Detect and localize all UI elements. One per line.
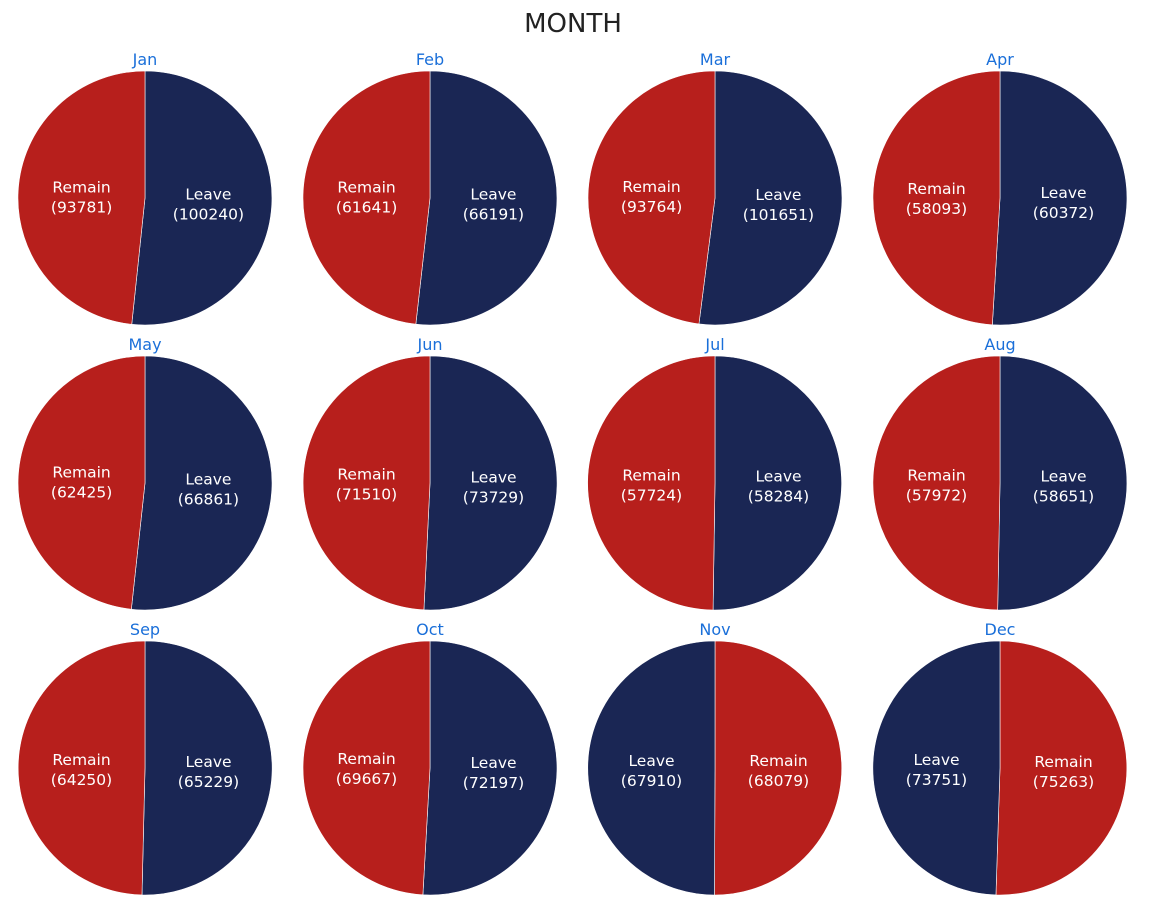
pie-slice-remain (587, 70, 716, 325)
pie-slice-leave (131, 70, 273, 326)
slice-value-label: (64250) (51, 771, 112, 789)
pie-slice-leave (415, 70, 558, 326)
pie-chart-sep: Sep Leave (65229) Remain (64250) (17, 620, 273, 896)
pie-slice-remain (872, 355, 1001, 611)
pie-title: Apr (986, 50, 1014, 69)
slice-label: Remain (907, 466, 965, 484)
slice-label: Remain (52, 179, 110, 197)
pie-chart-may: May Leave (66861) Remain (62425) (17, 335, 273, 611)
pie-title: Nov (699, 620, 730, 639)
pie-slice-leave (587, 640, 716, 896)
slice-label: Leave (913, 751, 959, 769)
slice-value-label: (62425) (51, 484, 112, 502)
slice-label: Remain (337, 466, 395, 484)
slice-value-label: (58651) (1033, 488, 1094, 506)
slice-label: Leave (185, 470, 231, 488)
pie-slice-remain (302, 70, 431, 325)
slice-label: Leave (470, 754, 516, 772)
pie-chart-jul: Jul Leave (58284) Remain (57724) (587, 335, 842, 611)
slice-value-label: (65229) (178, 773, 239, 791)
slice-value-label: (75263) (1033, 773, 1094, 791)
pie-slice-remain (587, 355, 716, 611)
slice-value-label: (93781) (51, 199, 112, 217)
pie-slice-remain (995, 640, 1128, 896)
pie-title: Jun (417, 335, 443, 354)
pie-title: May (128, 335, 161, 354)
slice-label: Remain (337, 179, 395, 197)
slice-value-label: (72197) (463, 774, 524, 792)
pie-title: Oct (416, 620, 444, 639)
slice-label: Remain (907, 180, 965, 198)
slice-label: Leave (185, 185, 231, 203)
pie-slice-remain (17, 640, 146, 896)
slice-value-label: (57972) (906, 486, 967, 504)
pie-charts-group: Jan Leave (100240) Remain (93781) Feb Leave (66… (17, 50, 1128, 896)
slice-label: Leave (185, 753, 231, 771)
pie-slice-leave (131, 355, 273, 611)
slice-value-label: (60372) (1033, 204, 1094, 222)
slice-value-label: (58093) (906, 200, 967, 218)
slice-label: Leave (1040, 184, 1086, 202)
slice-label: Remain (749, 752, 807, 770)
pie-chart-mar: Mar Leave (101651) Remain (93764) (587, 50, 843, 326)
pie-slice-leave (997, 355, 1128, 611)
slice-value-label: (66191) (463, 206, 524, 224)
slice-value-label: (71510) (336, 486, 397, 504)
slice-value-label: (66861) (178, 490, 239, 508)
pie-chart-jun: Jun Leave (73729) Remain (71510) (302, 335, 558, 611)
slice-label: Remain (622, 467, 680, 485)
pie-slice-leave (712, 355, 842, 611)
pie-chart-oct: Oct Leave (72197) Remain (69667) (302, 620, 558, 896)
pie-title: Feb (416, 50, 444, 69)
pie-title: Jul (704, 335, 724, 354)
pie-chart-feb: Feb Leave (66191) Remain (61641) (302, 50, 558, 326)
slice-value-label: (67910) (621, 772, 682, 790)
slice-value-label: (101651) (743, 206, 814, 224)
slice-label: Remain (1034, 753, 1092, 771)
pie-chart-nov: Nov Remain (68079) Leave (67910) (587, 620, 842, 896)
slice-value-label: (68079) (748, 772, 809, 790)
pie-slice-leave (872, 640, 1001, 896)
pie-slice-remain (302, 355, 431, 611)
slice-label: Remain (337, 750, 395, 768)
slice-label: Leave (1040, 468, 1086, 486)
slice-label: Leave (628, 752, 674, 770)
pie-chart-aug: Aug Leave (58651) Remain (57972) (872, 335, 1128, 611)
pie-slice-remain (17, 70, 146, 325)
slice-label: Leave (755, 468, 801, 486)
slice-value-label: (69667) (336, 770, 397, 788)
slice-value-label: (93764) (621, 198, 682, 216)
pie-chart-dec: Dec Remain (75263) Leave (73751) (872, 620, 1128, 896)
pie-title: Mar (700, 50, 731, 69)
slice-value-label: (73751) (906, 771, 967, 789)
slice-value-label: (61641) (336, 199, 397, 217)
pie-slice-remain (714, 640, 842, 896)
pie-chart-apr: Apr Leave (60372) Remain (58093) (872, 50, 1128, 326)
pie-slice-leave (992, 70, 1128, 326)
pie-title: Sep (130, 620, 160, 639)
slice-label: Remain (52, 464, 110, 482)
slice-value-label: (58284) (748, 488, 809, 506)
slice-label: Leave (755, 186, 801, 204)
pie-slice-leave (698, 70, 843, 326)
slice-value-label: (100240) (173, 205, 244, 223)
slice-label: Leave (470, 186, 516, 204)
chart-title: MONTH (524, 9, 622, 39)
slice-label: Leave (470, 469, 516, 487)
slice-label: Remain (52, 751, 110, 769)
pie-slice-remain (17, 355, 146, 610)
slice-value-label: (73729) (463, 489, 524, 507)
slice-value-label: (57724) (621, 487, 682, 505)
pie-title: Jan (132, 50, 158, 69)
slice-label: Remain (622, 178, 680, 196)
pie-slice-leave (423, 355, 558, 611)
pie-chart-jan: Jan Leave (100240) Remain (93781) (17, 50, 273, 326)
pie-slice-leave (141, 640, 273, 896)
pie-slice-remain (872, 70, 1001, 326)
pie-title: Dec (985, 620, 1016, 639)
pie-title: Aug (984, 335, 1015, 354)
pie-slice-leave (422, 640, 558, 896)
pie-slice-remain (302, 640, 431, 896)
